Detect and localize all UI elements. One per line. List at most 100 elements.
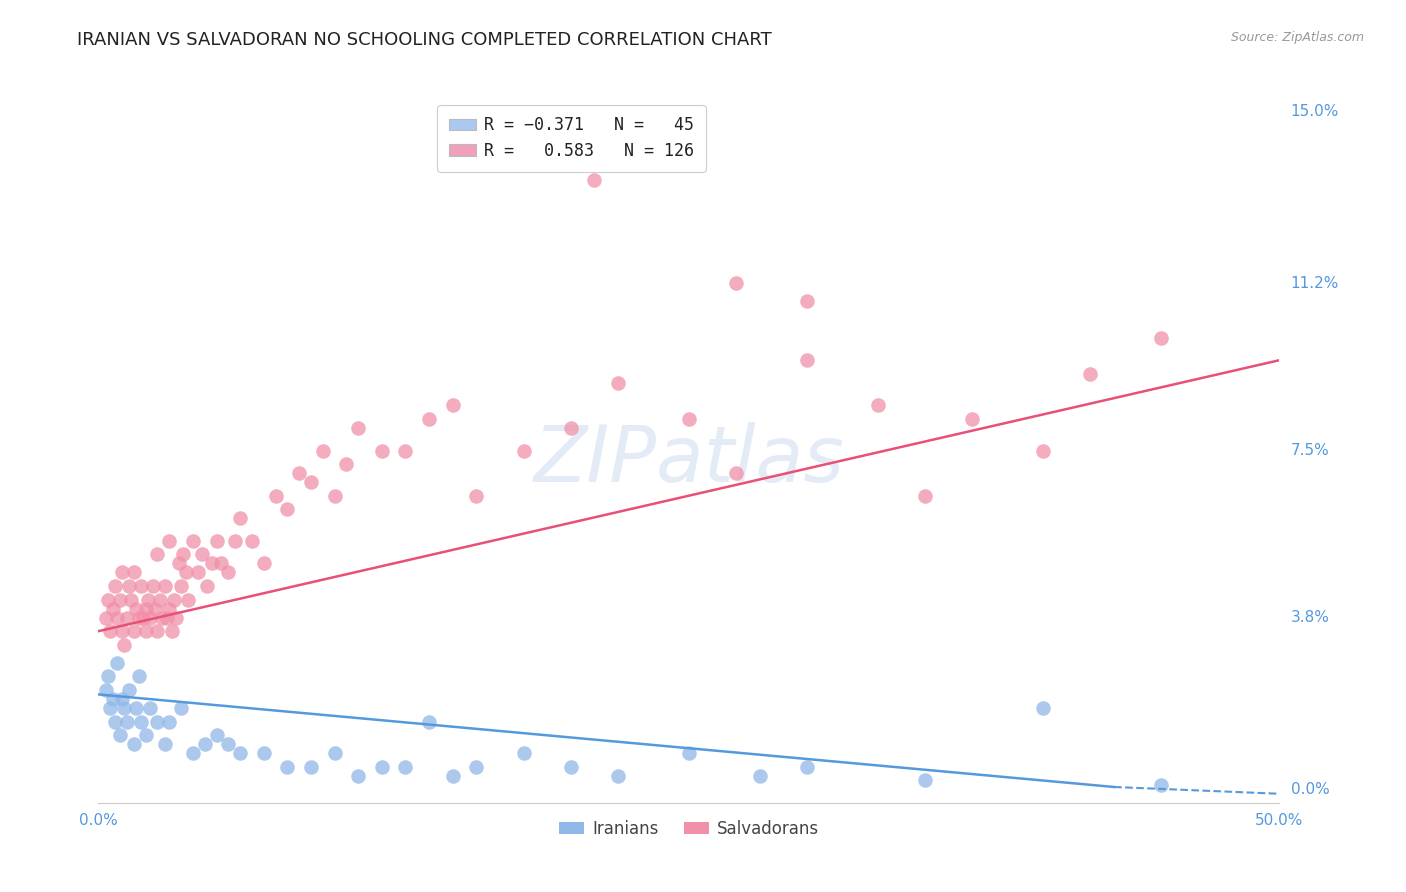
Point (195, 579, 218, 593)
Point (108, 728, 131, 742)
Point (101, 601, 124, 615)
Point (118, 579, 141, 593)
Point (962, 412, 984, 426)
Text: 7.5%: 7.5% (1291, 443, 1329, 458)
Point (465, 489, 488, 503)
Point (441, 398, 464, 412)
Point (312, 443, 335, 458)
Point (253, 746, 276, 760)
Point (796, 353, 818, 368)
Point (418, 412, 440, 426)
Point (98, 624, 121, 639)
Text: ZIPatlas: ZIPatlas (533, 422, 845, 499)
Point (97, 669, 120, 683)
Point (217, 566, 239, 580)
Point (174, 566, 197, 580)
Point (201, 557, 224, 571)
Point (607, 769, 630, 783)
Point (111, 692, 134, 706)
Point (153, 579, 176, 593)
Text: 15.0%: 15.0% (1291, 104, 1339, 120)
Point (371, 443, 394, 458)
Point (224, 533, 246, 548)
Point (209, 557, 232, 571)
Point (335, 457, 357, 471)
Point (347, 421, 370, 435)
Point (94, 610, 117, 624)
Point (104, 579, 127, 593)
Point (156, 610, 179, 624)
Point (217, 737, 239, 751)
Point (129, 714, 152, 729)
Text: IRANIAN VS SALVADORAN NO SCHOOLING COMPLETED CORRELATION CHART: IRANIAN VS SALVADORAN NO SCHOOLING COMPL… (77, 31, 772, 49)
Point (139, 610, 162, 624)
Point (1032, 701, 1054, 715)
Point (146, 548, 169, 562)
Point (323, 489, 346, 503)
Point (177, 592, 200, 607)
Point (121, 592, 143, 607)
Point (725, 466, 748, 480)
Point (112, 701, 135, 715)
Point (288, 466, 311, 480)
Point (276, 759, 298, 773)
Point (111, 566, 134, 580)
Point (122, 624, 145, 639)
Point (371, 759, 394, 773)
Point (465, 759, 488, 773)
Point (157, 533, 180, 548)
Point (129, 579, 152, 593)
Point (101, 692, 124, 706)
Text: Source: ZipAtlas.com: Source: ZipAtlas.com (1230, 31, 1364, 45)
Point (187, 566, 209, 580)
Point (678, 746, 700, 760)
Point (560, 759, 582, 773)
Point (914, 773, 936, 788)
Point (105, 610, 128, 624)
Point (122, 737, 145, 751)
Point (94, 682, 117, 697)
Point (132, 610, 155, 624)
Point (122, 566, 145, 580)
Point (240, 533, 263, 548)
Point (299, 759, 322, 773)
Point (512, 746, 534, 760)
Point (108, 592, 131, 607)
Point (205, 533, 228, 548)
Point (253, 557, 276, 571)
Point (146, 624, 169, 639)
Point (394, 443, 416, 458)
Point (347, 769, 370, 783)
Point (607, 376, 630, 390)
Point (170, 701, 193, 715)
Point (97, 592, 120, 607)
Point (194, 737, 217, 751)
Point (139, 701, 162, 715)
Point (111, 624, 134, 639)
Legend: Iranians, Salvadorans: Iranians, Salvadorans (553, 814, 825, 845)
Text: 0.0%: 0.0% (1291, 781, 1329, 797)
Point (142, 579, 165, 593)
Point (205, 728, 228, 742)
Point (583, 172, 606, 186)
Point (512, 443, 534, 458)
Point (115, 610, 138, 624)
Point (1150, 330, 1173, 344)
Point (560, 421, 582, 435)
Point (112, 638, 135, 652)
Point (135, 601, 157, 615)
Point (115, 714, 138, 729)
Point (276, 502, 298, 516)
Point (748, 769, 770, 783)
Point (170, 579, 193, 593)
Point (118, 682, 141, 697)
Point (229, 511, 252, 525)
Point (163, 592, 186, 607)
Point (796, 294, 818, 309)
Point (191, 548, 214, 562)
Point (678, 412, 700, 426)
Point (160, 624, 183, 639)
Point (264, 489, 287, 503)
Point (128, 610, 150, 624)
Point (167, 557, 190, 571)
